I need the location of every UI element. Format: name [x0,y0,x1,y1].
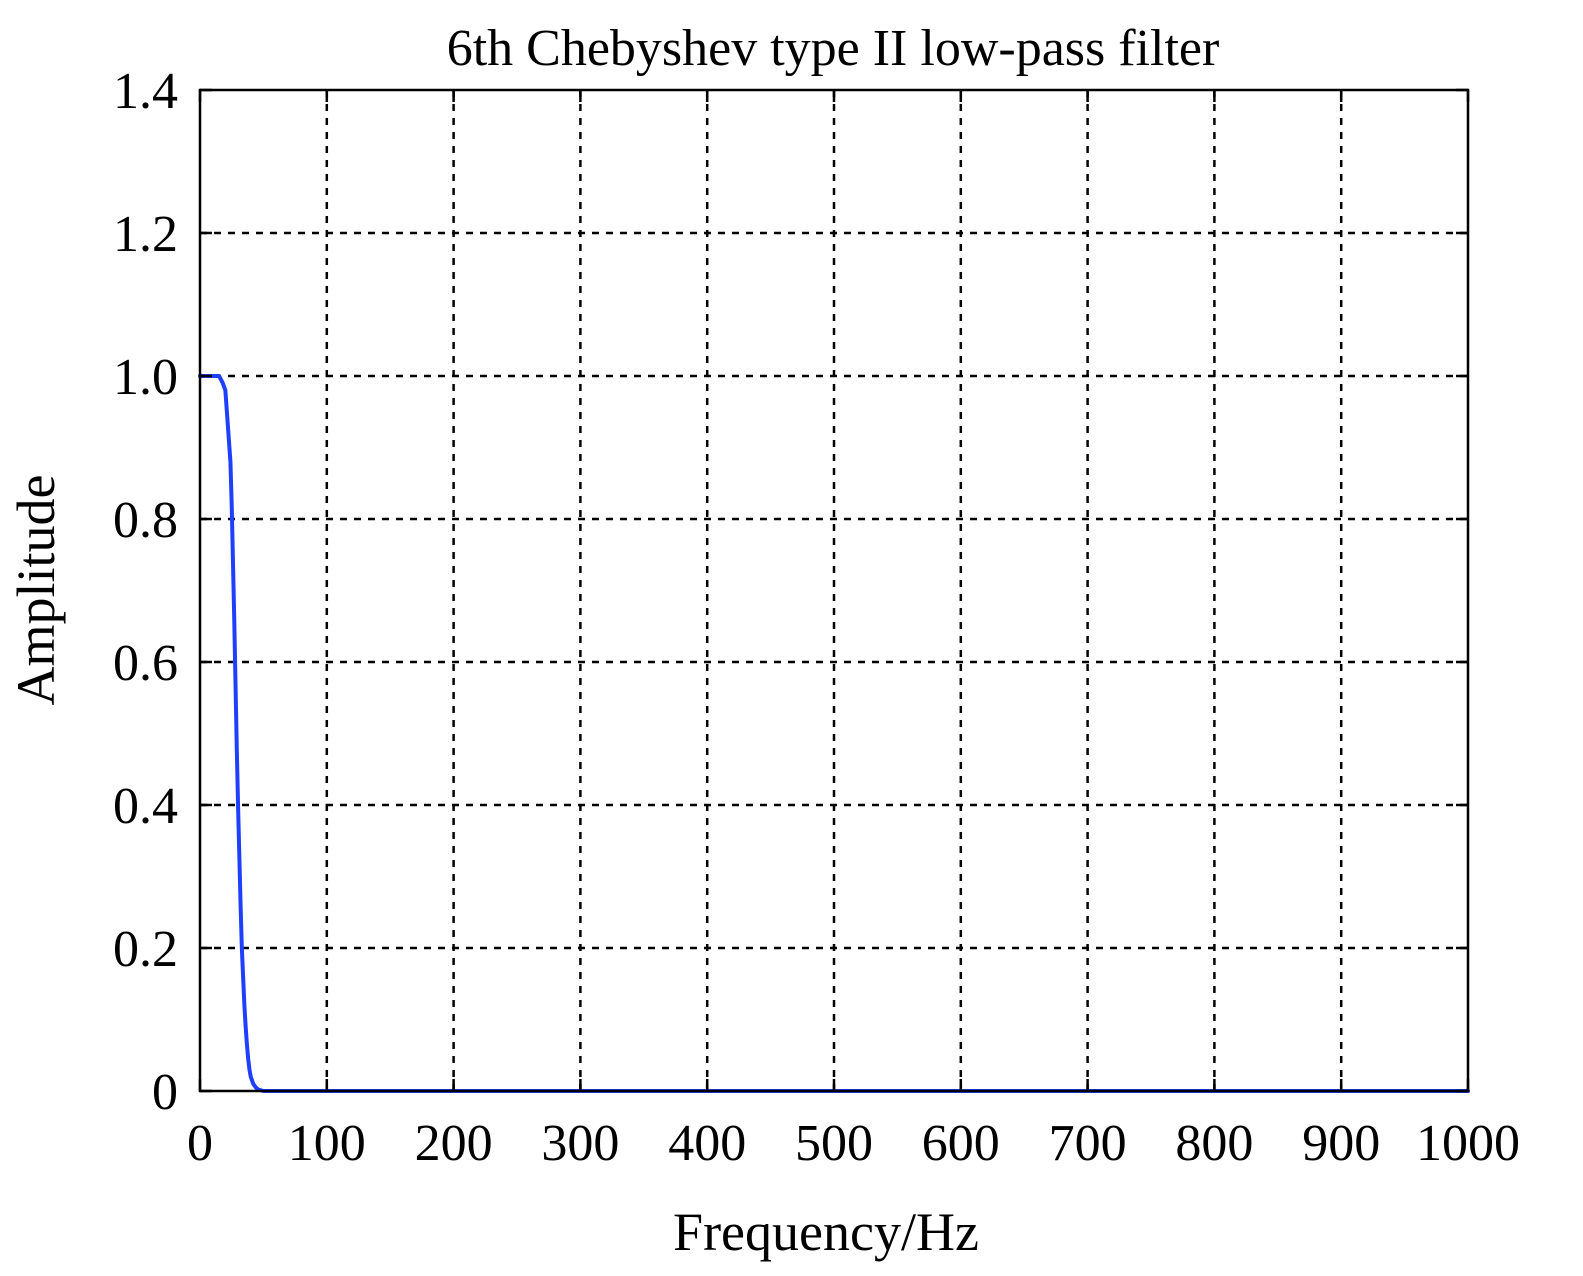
y-tick-label-0: 0 [152,1064,178,1121]
y-tick-label-0.6: 0.6 [113,635,178,692]
x-axis-title: Frequency/Hz [673,1202,979,1262]
x-tick-label-500: 500 [795,1115,873,1172]
x-tick-label-1000: 1000 [1416,1115,1520,1172]
y-tick-label-1.2: 1.2 [113,206,178,263]
x-tick-label-0: 0 [187,1115,213,1172]
grid-lines [200,90,1468,1091]
x-tick-label-600: 600 [922,1115,1000,1172]
y-tick-label-0.8: 0.8 [113,492,178,549]
x-tick-label-400: 400 [668,1115,746,1172]
y-axis-title: Amplitude [6,475,66,706]
y-axis: 0 0.2 0.4 0.6 0.8 1.0 1.2 1.4 [113,63,1468,1121]
y-tick-label-1: 1.0 [113,349,178,406]
y-tick-label-0.4: 0.4 [113,778,178,835]
x-tick-label-200: 200 [415,1115,493,1172]
y-tick-label-0.2: 0.2 [113,921,178,978]
x-axis: 0 100 200 300 400 500 600 700 800 900 1000 [187,90,1520,1172]
y-tick-label-1.4: 1.4 [113,63,178,120]
chart-title: 6th Chebyshev type II low-pass filter [447,20,1220,77]
x-tick-label-800: 800 [1175,1115,1253,1172]
x-tick-label-300: 300 [541,1115,619,1172]
x-tick-label-700: 700 [1049,1115,1127,1172]
x-tick-label-100: 100 [288,1115,366,1172]
plot-frame [198,88,1470,1093]
x-tick-label-900: 900 [1302,1115,1380,1172]
